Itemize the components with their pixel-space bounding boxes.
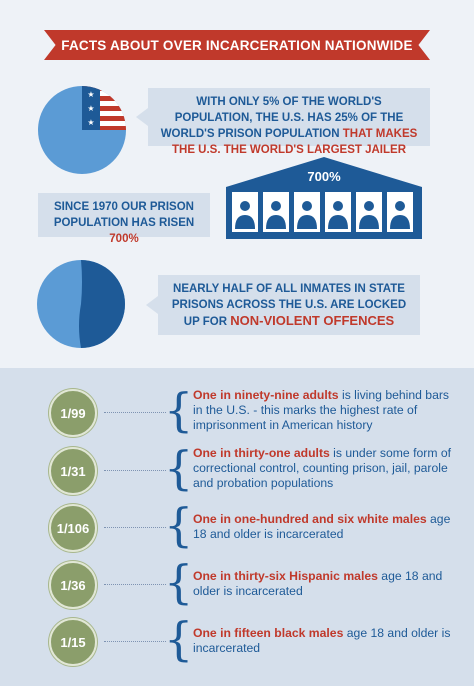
stat-highlight: One in one-hundred and six white males: [193, 512, 427, 526]
ratio-badge: 1/99: [49, 389, 97, 437]
flag-pie-icon: ★ ★ ★: [38, 86, 126, 174]
brace-icon: {: [164, 441, 194, 495]
stat-rest: age 18 and older is incarcerated: [193, 512, 451, 541]
ratio-badge: 1/36: [49, 561, 97, 609]
stat-text: One in ninety-nine adults is living behi…: [193, 388, 455, 433]
stat-text: One in thirty-six Hispanic males age 18 …: [193, 569, 455, 599]
ratio-badge: 1/15: [49, 618, 97, 666]
dotted-connector: [104, 641, 166, 642]
fact1-highlight: that makes the U.S. the world's largest …: [171, 128, 418, 156]
prison-building-icon: 700%: [226, 157, 422, 239]
half-pie-icon: [37, 260, 125, 348]
stat-highlight: One in thirty-six Hispanic males: [193, 569, 378, 583]
dotted-connector: [104, 527, 166, 528]
brace-icon: {: [164, 555, 194, 609]
svg-text:★: ★: [87, 104, 94, 113]
fact-world-population: With only 5% of the world's population, …: [136, 88, 430, 156]
svg-text:★: ★: [87, 118, 94, 127]
ratio-badge: 1/106: [49, 504, 97, 552]
stat-rest: age 18 and older is incarcerated: [193, 569, 443, 598]
stat-text: One in fifteen black males age 18 and ol…: [193, 626, 455, 656]
building-label: 700%: [307, 169, 341, 184]
title-banner: Facts about over incarceration nationwid…: [44, 30, 430, 60]
dotted-connector: [104, 584, 166, 585]
fact-non-violent: Nearly half of all inmates in state pris…: [146, 275, 420, 335]
stat-row: 1/15 { One in fifteen black males age 18…: [0, 612, 474, 667]
stat-text: One in one-hundred and six white males a…: [193, 512, 455, 542]
svg-text:★: ★: [87, 90, 94, 99]
ratio-badge: 1/31: [49, 447, 97, 495]
stat-highlight: One in fifteen black males: [193, 626, 344, 640]
dotted-connector: [104, 412, 166, 413]
fact2-text: Since 1970 our prison population has ris…: [53, 201, 195, 229]
stat-row: 1/36 { One in thirty-six Hispanic males …: [0, 555, 474, 610]
stat-row: 1/106 { One in one-hundred and six white…: [0, 498, 474, 553]
brace-icon: {: [164, 612, 194, 666]
fact3-text: Nearly half of all inmates in state pris…: [171, 283, 407, 328]
brace-icon: {: [164, 498, 194, 552]
brace-icon: {: [164, 383, 194, 437]
stat-row: 1/31 { One in thirty-one adults is under…: [0, 441, 474, 496]
stat-row: 1/99 { One in ninety-nine adults is livi…: [0, 383, 474, 438]
stat-text: One in thirty-one adults is under some f…: [193, 446, 455, 491]
stat-highlight: One in thirty-one adults: [193, 446, 330, 460]
fact-population-rise: Since 1970 our prison population has ris…: [38, 193, 210, 245]
stat-rest: is living behind bars in the U.S. - this…: [193, 388, 450, 432]
fact3-highlight: non-violent offences: [230, 313, 395, 328]
stat-rest: age 18 and older is incarcerated: [193, 626, 451, 655]
fact2-highlight: 700%: [109, 233, 139, 245]
stat-highlight: One in ninety-nine adults: [193, 388, 339, 402]
stat-rest: is under some form of correctional contr…: [193, 446, 452, 490]
fact1-text: With only 5% of the world's population, …: [160, 96, 404, 140]
banner-title: Facts about over incarceration nationwid…: [44, 30, 430, 60]
dotted-connector: [104, 470, 166, 471]
